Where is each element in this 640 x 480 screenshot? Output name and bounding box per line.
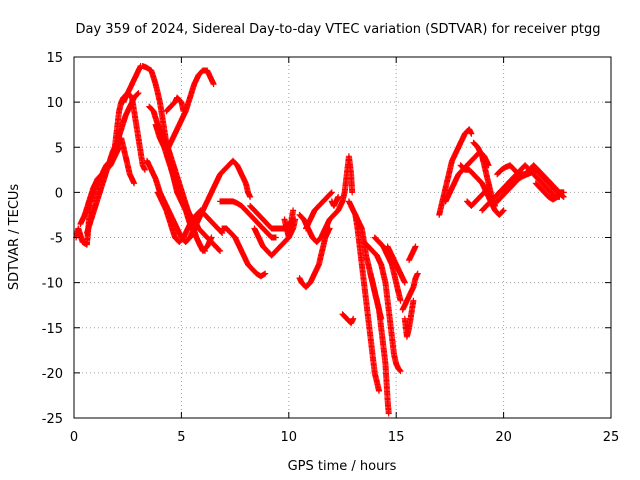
axis-ticks: 0 5 10 15 20 25 -25 -20 -15 -10 -5 0 5 10 15 — [42, 51, 620, 445]
series-markers — [152, 121, 224, 254]
series-25 — [367, 270, 392, 417]
series-30 — [436, 126, 475, 218]
x-tick-label: 0 — [70, 430, 78, 445]
series-markers — [77, 135, 138, 227]
series-18 — [303, 189, 335, 232]
y-tick-label: -10 — [42, 277, 63, 292]
series-6 — [152, 121, 224, 254]
y-tick-label: -15 — [42, 322, 63, 337]
series-markers — [154, 189, 226, 245]
series-markers — [367, 270, 392, 417]
series-12 — [219, 225, 269, 280]
series-22 — [352, 211, 382, 394]
series-37 — [500, 162, 567, 196]
series-markers — [384, 243, 408, 286]
y-tick-label: -25 — [42, 412, 63, 427]
series-9 — [165, 67, 217, 151]
series-28 — [384, 243, 408, 286]
series-2 — [83, 90, 142, 236]
series-23 — [361, 239, 404, 375]
series-33 — [464, 184, 492, 209]
series-10 — [163, 94, 187, 115]
series-11 — [217, 198, 279, 241]
x-tick-label: 15 — [388, 430, 405, 445]
y-tick-label: 15 — [46, 51, 63, 66]
series-markers — [219, 225, 269, 280]
series-markers — [406, 243, 419, 264]
series-20 — [339, 311, 357, 327]
series-markers — [361, 239, 404, 375]
series-markers — [281, 207, 297, 241]
y-tick-label: -5 — [50, 232, 63, 247]
series-markers — [494, 162, 522, 178]
series-markers — [296, 225, 333, 291]
y-tick-label: 10 — [46, 96, 63, 111]
series-markers — [436, 126, 475, 218]
series-markers — [401, 297, 417, 340]
series-markers — [532, 180, 565, 203]
y-tick-label: 0 — [55, 186, 63, 201]
series-26 — [399, 270, 421, 313]
series-markers — [399, 270, 421, 313]
series-1 — [77, 135, 138, 227]
series-19 — [328, 193, 342, 209]
series-8 — [154, 189, 226, 245]
series-16 — [296, 225, 333, 291]
x-tick-label: 5 — [177, 430, 185, 445]
series-38 — [494, 162, 522, 178]
x-axis-label: GPS time / hours — [288, 459, 397, 474]
series-markers — [83, 90, 142, 236]
series-39 — [532, 180, 565, 203]
series-markers — [500, 162, 567, 196]
series-markers — [371, 234, 404, 304]
y-axis-label: SDTVAR / TECUs — [7, 184, 22, 291]
series-15 — [281, 207, 297, 241]
series-markers — [165, 67, 217, 151]
series-24 — [371, 234, 404, 304]
chart-title: Day 359 of 2024, Sidereal Day-to-day VTE… — [76, 22, 601, 37]
series-markers — [217, 198, 279, 241]
series-markers — [328, 193, 342, 209]
x-tick-label: 10 — [281, 430, 298, 445]
series-3 — [120, 90, 148, 173]
series-markers — [303, 189, 335, 232]
x-tick-label: 20 — [495, 430, 512, 445]
series-markers — [120, 90, 148, 173]
series-markers — [352, 211, 382, 394]
data-points — [73, 63, 567, 417]
series-27 — [401, 297, 417, 340]
series-markers — [464, 184, 492, 209]
series-markers — [163, 94, 187, 115]
series-29 — [406, 243, 419, 264]
y-tick-label: 5 — [55, 141, 63, 156]
y-tick-label: -20 — [42, 367, 63, 382]
x-tick-label: 25 — [603, 430, 620, 445]
series-markers — [339, 311, 357, 327]
